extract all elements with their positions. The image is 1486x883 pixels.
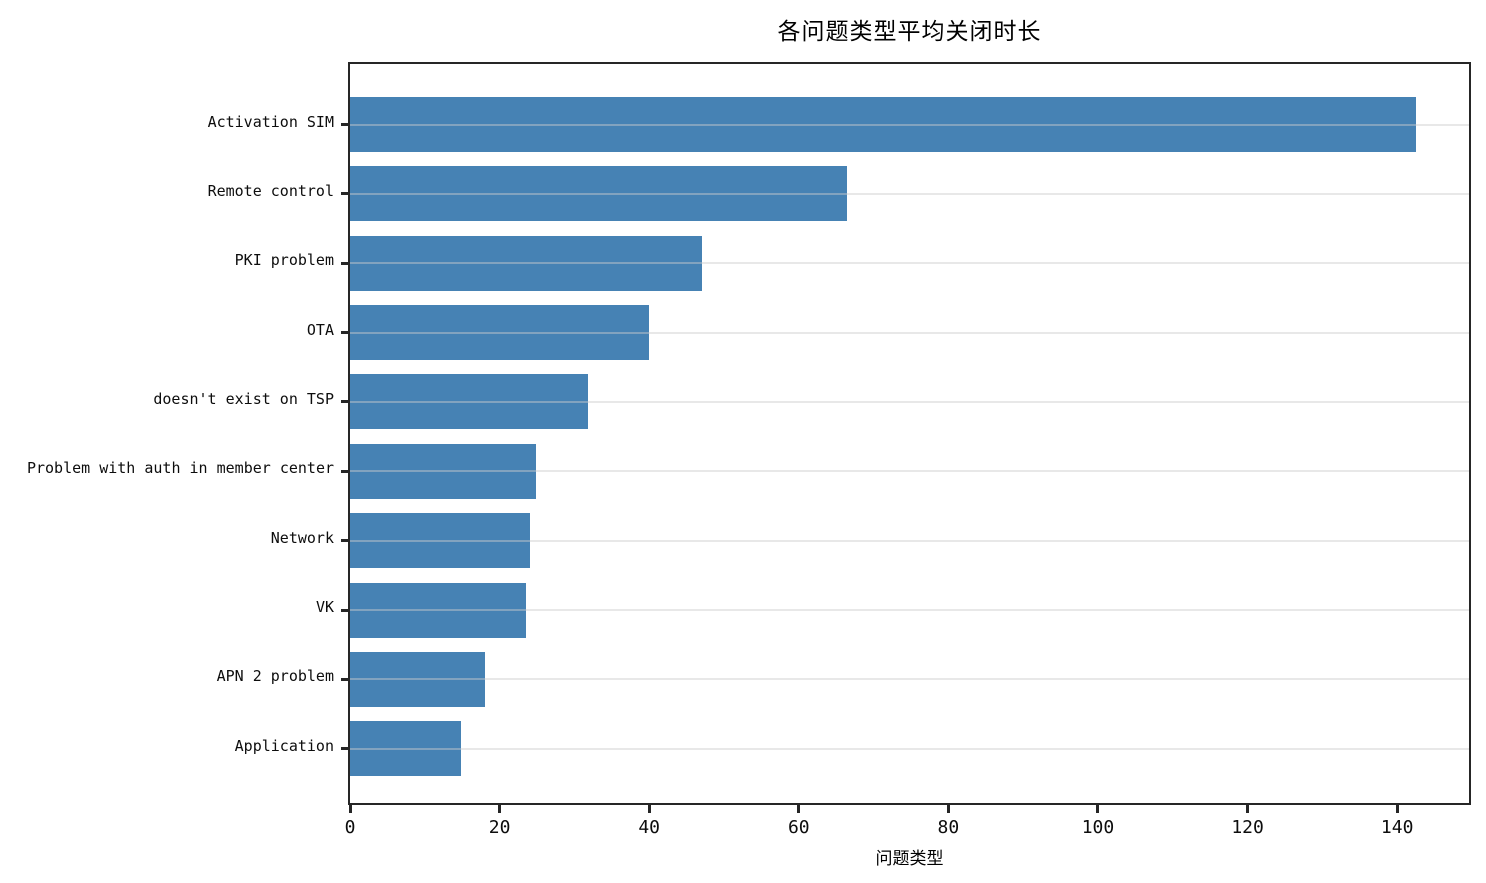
x-tick-label: 60 [787,817,810,838]
bar-doesn-t-exist-on-tsp [350,374,588,430]
y-tick-label: doesn't exist on TSP [153,389,334,408]
x-tick-label: 20 [488,817,511,838]
y-tick-label: Application [234,736,334,755]
y-tick-label: OTA [306,320,334,339]
y-tick-label: Remote control [207,181,334,200]
gridline [350,470,1469,473]
bar-application [350,721,461,777]
bar-problem-with-auth-in-member-center [350,443,536,499]
y-tick-label: PKI problem [234,251,334,270]
y-tick-mark [341,747,348,751]
bar-apn-2-problem [350,651,485,707]
x-tick-label: 80 [937,817,960,838]
x-tick-label: 120 [1231,817,1264,838]
bar-vk [350,582,526,638]
x-tick-label: 140 [1380,817,1414,838]
gridline [350,609,1469,612]
y-tick-label: Activation SIM [207,112,334,131]
y-tick-mark [341,677,348,681]
bar-network [350,513,531,569]
y-tick-label: Network [270,528,334,547]
y-tick-mark [341,400,348,404]
chart-title: 各问题类型平均关闭时长 [777,19,1042,45]
y-axis-category-labels: Activation SIM Remote control PKI problem O… [0,62,334,805]
plot-area [341,62,1471,805]
x-tick-mark [498,805,502,813]
x-tick-mark [797,805,801,813]
y-tick-mark [341,192,348,196]
gridline [350,123,1469,126]
bar-activation-sim [350,97,1416,152]
gridline [350,262,1469,265]
y-tick-label: VK [315,598,334,617]
y-tick-mark [341,608,348,612]
y-tick-mark [341,539,348,543]
gridline [350,400,1469,403]
bar-ota [350,305,650,361]
gridline [350,539,1469,542]
x-axis: 0 20 40 60 80 100 120 140 [345,805,1471,855]
y-tick-mark [341,331,348,335]
y-tick-mark [341,469,348,473]
gridline [350,747,1469,750]
bar-remote-control [350,166,848,222]
x-tick-label: 100 [1081,817,1115,838]
gridline [350,192,1469,195]
x-tick-mark [647,805,651,813]
x-tick-mark [946,805,950,813]
x-tick-mark [1096,805,1100,813]
gridline [350,331,1469,334]
bar-pki-problem [350,235,702,291]
x-tick-mark [348,805,352,813]
y-tick-label: APN 2 problem [216,667,334,686]
gridline [350,678,1469,681]
x-tick-mark [1246,805,1250,813]
y-tick-mark [341,123,348,126]
y-tick-mark [341,261,348,265]
x-axis-title: 问题类型 [875,849,944,869]
y-tick-label: Problem with auth in member center [26,459,334,478]
x-tick-label: 0 [344,817,356,838]
x-tick-mark [1395,805,1399,813]
x-tick-label: 40 [638,817,661,838]
